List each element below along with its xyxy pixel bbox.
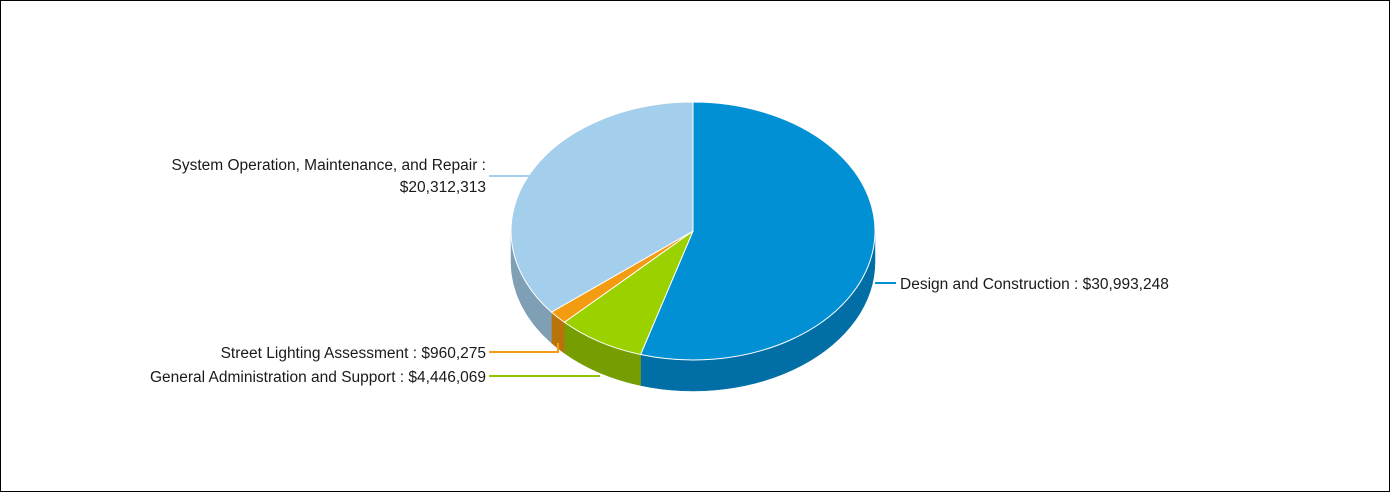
label-name: System Operation, Maintenance, and Repai… <box>172 157 486 174</box>
label-value: $20,312,313 <box>400 179 486 196</box>
leader-lines <box>489 175 896 377</box>
pie-sides <box>510 230 876 392</box>
label-design-and-construction: Design and Construction : $30,993,248 <box>900 276 1169 293</box>
pie-slices <box>510 101 876 361</box>
slice-labels: Design and Construction : $30,993,248 Gen… <box>150 157 1169 386</box>
label-system-operation-maintenance-and-repair: System Operation, Maintenance, and Repai… <box>172 157 486 196</box>
slice-design-and-construction[interactable] <box>640 101 876 361</box>
label-street-lighting-assessment: Street Lighting Assessment : $960,275 <box>221 345 486 362</box>
leader-street-lighting-assessment <box>489 343 559 353</box>
label-general-administration-and-support: General Administration and Support : $4,… <box>150 369 486 386</box>
